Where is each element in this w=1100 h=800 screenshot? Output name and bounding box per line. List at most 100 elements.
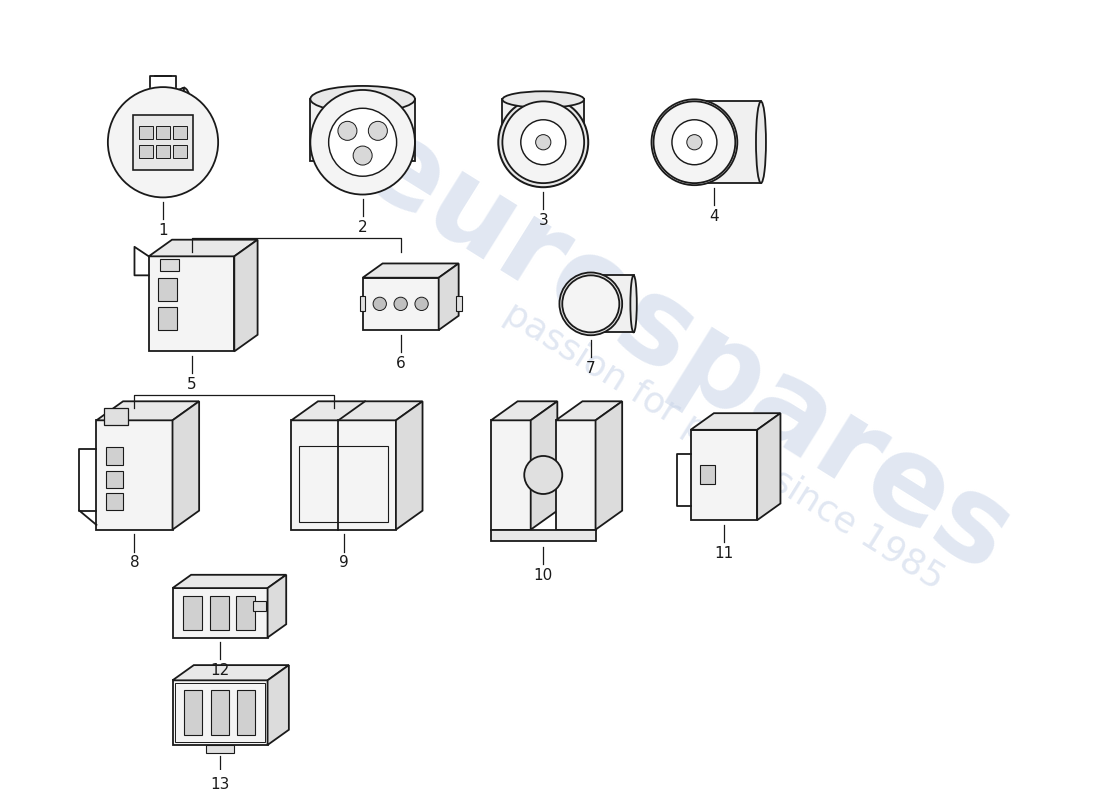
- Bar: [174, 145, 187, 158]
- Polygon shape: [292, 420, 396, 530]
- Text: 1: 1: [158, 223, 168, 238]
- Polygon shape: [691, 430, 757, 520]
- Polygon shape: [595, 402, 623, 530]
- Polygon shape: [148, 240, 257, 256]
- Text: 4: 4: [710, 209, 719, 224]
- Circle shape: [672, 120, 717, 165]
- Bar: [133, 114, 194, 170]
- Circle shape: [525, 456, 562, 494]
- Text: 12: 12: [210, 663, 230, 678]
- Bar: [491, 530, 595, 541]
- Polygon shape: [267, 574, 286, 638]
- Bar: [104, 408, 128, 425]
- Polygon shape: [491, 402, 558, 420]
- Bar: [158, 278, 177, 301]
- Bar: [174, 126, 187, 139]
- Polygon shape: [396, 402, 422, 530]
- Polygon shape: [173, 574, 286, 588]
- Polygon shape: [556, 420, 595, 530]
- Bar: [360, 296, 365, 311]
- Polygon shape: [173, 402, 199, 530]
- Text: 6: 6: [396, 356, 406, 370]
- Polygon shape: [173, 665, 289, 680]
- Polygon shape: [173, 680, 267, 745]
- Bar: [156, 126, 169, 139]
- Circle shape: [415, 298, 428, 310]
- Text: 9: 9: [339, 555, 349, 570]
- Polygon shape: [267, 665, 289, 745]
- Polygon shape: [148, 256, 234, 351]
- Bar: [175, 683, 265, 742]
- Ellipse shape: [174, 88, 195, 182]
- Circle shape: [329, 108, 397, 176]
- Bar: [310, 99, 415, 161]
- Text: 8: 8: [130, 555, 140, 570]
- Ellipse shape: [503, 91, 584, 108]
- Bar: [700, 466, 715, 485]
- Polygon shape: [556, 402, 623, 420]
- Bar: [183, 596, 202, 630]
- Text: 7: 7: [586, 361, 595, 376]
- Bar: [236, 596, 255, 630]
- Bar: [503, 99, 584, 152]
- Bar: [140, 126, 153, 139]
- Ellipse shape: [630, 275, 637, 332]
- Bar: [694, 102, 761, 183]
- Polygon shape: [691, 413, 781, 430]
- Text: eurospares: eurospares: [339, 105, 1033, 598]
- Circle shape: [373, 298, 386, 310]
- Bar: [238, 690, 255, 735]
- Polygon shape: [173, 588, 267, 638]
- Bar: [210, 596, 229, 630]
- Bar: [253, 602, 266, 611]
- Circle shape: [338, 122, 356, 140]
- Bar: [106, 493, 123, 510]
- Text: 11: 11: [714, 546, 734, 561]
- Bar: [299, 446, 388, 522]
- Bar: [210, 690, 229, 735]
- Polygon shape: [97, 402, 199, 420]
- Bar: [106, 471, 123, 488]
- Polygon shape: [530, 402, 558, 530]
- Bar: [184, 690, 202, 735]
- Circle shape: [498, 98, 588, 187]
- Bar: [161, 259, 179, 270]
- Bar: [206, 745, 234, 753]
- Polygon shape: [439, 263, 459, 330]
- Circle shape: [368, 122, 387, 140]
- Circle shape: [394, 298, 407, 310]
- Bar: [586, 275, 634, 332]
- Circle shape: [520, 120, 565, 165]
- Polygon shape: [163, 88, 184, 189]
- Circle shape: [536, 134, 551, 150]
- Polygon shape: [363, 263, 459, 278]
- Text: 3: 3: [538, 213, 548, 228]
- Polygon shape: [363, 278, 439, 330]
- Text: 10: 10: [534, 568, 553, 582]
- Ellipse shape: [310, 86, 415, 112]
- Circle shape: [503, 102, 584, 183]
- Polygon shape: [757, 413, 781, 520]
- Text: 2: 2: [358, 220, 367, 235]
- Circle shape: [653, 102, 735, 183]
- Polygon shape: [97, 420, 173, 530]
- Ellipse shape: [756, 102, 766, 183]
- Circle shape: [686, 134, 702, 150]
- Text: 13: 13: [210, 778, 230, 792]
- Circle shape: [108, 87, 218, 198]
- Circle shape: [310, 90, 415, 194]
- Polygon shape: [292, 402, 422, 420]
- Bar: [158, 306, 177, 330]
- Polygon shape: [234, 240, 257, 351]
- Bar: [455, 296, 462, 311]
- Text: passion for parts since 1985: passion for parts since 1985: [498, 296, 950, 597]
- Bar: [106, 447, 123, 465]
- Circle shape: [651, 99, 737, 185]
- Bar: [140, 145, 153, 158]
- Polygon shape: [491, 420, 530, 530]
- Bar: [156, 145, 169, 158]
- Circle shape: [560, 273, 623, 335]
- Circle shape: [562, 275, 619, 332]
- Text: 5: 5: [187, 377, 196, 392]
- Circle shape: [353, 146, 372, 165]
